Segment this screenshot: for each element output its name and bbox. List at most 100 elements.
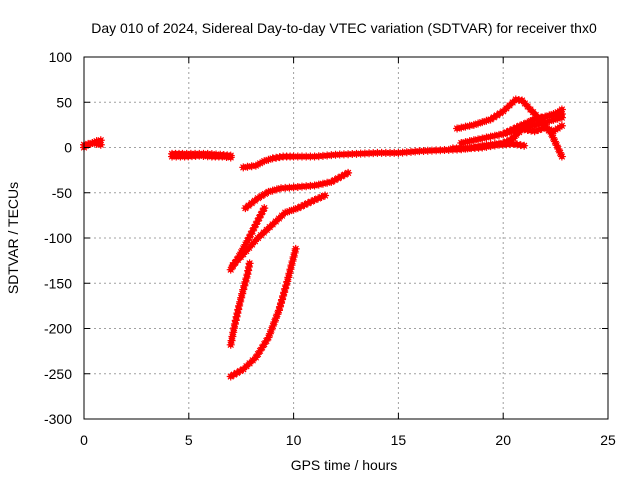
data-point xyxy=(317,192,326,201)
data-point xyxy=(386,148,395,157)
data-point xyxy=(541,112,550,121)
data-point xyxy=(525,119,534,128)
data-point xyxy=(337,172,346,181)
data-point xyxy=(273,310,282,319)
data-point xyxy=(527,126,536,135)
data-point xyxy=(226,340,235,349)
data-point xyxy=(377,148,386,157)
data-point xyxy=(381,148,390,157)
data-point xyxy=(248,356,257,365)
data-point xyxy=(288,257,297,266)
series-arc-4 xyxy=(168,151,235,162)
data-point xyxy=(523,126,532,135)
data-point xyxy=(436,146,445,155)
data-point xyxy=(168,152,177,161)
data-point xyxy=(340,170,349,179)
data-point xyxy=(505,101,514,110)
data-point xyxy=(293,152,302,161)
data-point xyxy=(373,148,382,157)
data-point xyxy=(172,152,181,161)
data-point xyxy=(310,152,319,161)
data-point xyxy=(239,244,248,253)
data-point xyxy=(268,154,277,163)
data-point xyxy=(411,147,420,156)
data-point xyxy=(285,183,294,192)
data-point xyxy=(323,151,332,160)
data-point xyxy=(250,196,259,205)
data-point xyxy=(444,145,453,154)
data-point xyxy=(244,266,253,275)
data-point xyxy=(253,350,262,359)
data-point xyxy=(248,226,257,235)
data-point xyxy=(275,153,284,162)
data-point xyxy=(244,201,253,210)
data-point xyxy=(235,252,244,261)
data-point xyxy=(279,291,288,300)
data-point xyxy=(552,141,561,150)
data-point xyxy=(227,336,236,345)
data-point xyxy=(176,152,185,161)
data-point xyxy=(256,231,265,240)
data-point xyxy=(502,128,511,137)
series-arc-15 xyxy=(226,259,254,349)
data-point xyxy=(453,124,462,133)
data-point xyxy=(557,110,566,119)
data-point xyxy=(509,125,518,134)
data-point xyxy=(523,102,532,111)
data-point xyxy=(516,141,525,150)
data-point xyxy=(228,262,237,271)
data-point xyxy=(314,180,323,189)
data-point xyxy=(482,142,491,151)
data-point xyxy=(314,194,323,203)
data-point xyxy=(532,114,541,123)
x-tick-label: 5 xyxy=(185,432,193,448)
data-point xyxy=(530,127,539,136)
data-point xyxy=(243,162,252,171)
x-tick-label: 25 xyxy=(600,432,616,448)
data-point xyxy=(545,125,554,134)
data-point xyxy=(344,168,353,177)
data-point xyxy=(234,305,243,314)
data-point xyxy=(260,340,269,349)
data-point xyxy=(512,123,521,132)
data-point xyxy=(251,220,260,229)
x-tick-label: 15 xyxy=(391,432,407,448)
data-point xyxy=(260,157,269,166)
data-point xyxy=(502,104,511,113)
data-point xyxy=(270,318,279,327)
axis-ticks: 0 5 10 15 20 25 -300 -250 -200 -150 -100 -50 0 50 100 xyxy=(44,49,616,448)
data-point xyxy=(275,302,284,311)
y-tick-label: 0 xyxy=(64,140,72,156)
data-point xyxy=(318,151,327,160)
data-point xyxy=(356,149,365,158)
data-point xyxy=(520,125,529,134)
data-point xyxy=(557,152,566,161)
data-point xyxy=(289,183,298,192)
data-point xyxy=(277,184,286,193)
data-point xyxy=(398,148,407,157)
data-point xyxy=(239,163,248,172)
data-point xyxy=(536,119,545,128)
data-point xyxy=(541,123,550,132)
data-point xyxy=(321,191,330,200)
data-point xyxy=(521,122,530,131)
data-point xyxy=(285,269,294,278)
data-point xyxy=(241,277,250,286)
data-point xyxy=(550,137,559,146)
data-point xyxy=(289,205,298,214)
y-tick-label: -300 xyxy=(44,411,72,427)
data-point xyxy=(264,155,273,164)
data-point xyxy=(233,368,242,377)
data-point xyxy=(478,143,487,152)
data-point xyxy=(256,159,265,168)
data-point xyxy=(344,150,353,159)
data-point xyxy=(243,236,252,245)
data-point xyxy=(490,141,499,150)
data-point xyxy=(236,367,245,376)
data-point xyxy=(440,146,449,155)
data-point xyxy=(244,262,253,271)
data-point xyxy=(260,189,269,198)
data-point xyxy=(541,118,550,127)
data-point xyxy=(290,248,299,257)
data-point xyxy=(306,181,315,190)
